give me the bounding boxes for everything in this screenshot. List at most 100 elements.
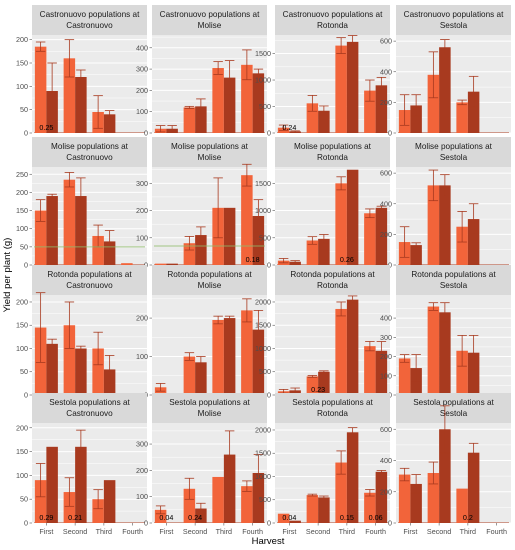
- bar-dark: [467, 352, 480, 395]
- bar-dark: [346, 169, 359, 265]
- significance-label: 0.25: [39, 123, 53, 132]
- y-tick-label: 1500: [255, 449, 271, 458]
- bar-dark: [346, 41, 359, 133]
- y-tick-label: 50: [20, 367, 28, 376]
- x-tick-label: Second: [63, 527, 87, 536]
- bar-light: [427, 185, 440, 265]
- panel-rotonda-0: Rotonda populations at Castronuovo 0 50 100 1…: [16, 265, 147, 400]
- x-tick-label: Third: [460, 527, 476, 536]
- panel-strip: [32, 5, 147, 35]
- panel-title-line: Sestola: [440, 409, 468, 418]
- panel-strip: [152, 393, 267, 423]
- bar-light: [63, 58, 76, 134]
- bar-dark: [223, 318, 236, 395]
- panel-rotonda-2: Rotonda populations at Rotonda 0 500 1000 150…: [255, 265, 390, 400]
- bar-dark: [252, 73, 265, 133]
- panel-strip: [152, 265, 267, 295]
- panel-grid: Castronuovo populations at Castronuovo 0 50…: [16, 5, 511, 536]
- bar-light: [335, 45, 347, 134]
- bar-light: [212, 320, 224, 395]
- bar-light: [241, 486, 253, 523]
- bar-dark: [318, 371, 330, 395]
- panel-strip: [32, 265, 147, 295]
- panel-title-line: Rotonda: [317, 281, 348, 290]
- significance-label: 0.04: [159, 513, 173, 522]
- y-tick-label: 100: [136, 107, 148, 116]
- bar-dark: [46, 446, 58, 523]
- y-tick-label: 0: [144, 519, 148, 528]
- panel-title-line: Molise: [198, 409, 222, 418]
- y-tick-label: 0: [267, 391, 271, 400]
- y-tick-label: 500: [259, 233, 271, 242]
- panel-castronuovo-2: Castronuovo populations at Rotonda 0 500 100…: [255, 5, 390, 138]
- y-tick-label: 50: [20, 495, 28, 504]
- panel-sestola-3: Sestola populations at Sestola 0 200 400 600 0…: [380, 393, 511, 536]
- bar-light: [456, 350, 468, 395]
- bar-dark: [375, 471, 388, 523]
- bar-light: [364, 213, 376, 265]
- x-tick-label: Third: [216, 527, 232, 536]
- panel-title-line: Sestola: [440, 281, 468, 290]
- panel-title-line: Sestola: [440, 21, 468, 30]
- panel-title-line: Molise: [198, 281, 222, 290]
- bar-dark: [467, 452, 480, 523]
- panel-title-line: Sestola populations at: [169, 398, 250, 407]
- bar-light: [306, 376, 319, 395]
- bar-dark: [252, 216, 265, 265]
- y-tick-label: 200: [136, 86, 148, 95]
- bar-dark: [467, 91, 480, 133]
- bar-dark: [439, 429, 451, 523]
- panel-strip: [32, 393, 147, 423]
- bar-light: [92, 348, 104, 395]
- y-tick-label: 100: [16, 344, 28, 353]
- bar-light: [427, 74, 440, 133]
- bar-dark: [75, 77, 87, 133]
- y-tick-label: 400: [380, 456, 392, 465]
- y-tick-label: 100: [16, 82, 28, 91]
- y-tick-label: 0: [24, 261, 28, 270]
- panel-molise-0: Molise populations at Castronuovo 0 50 100 15…: [16, 137, 147, 270]
- bar-light: [212, 68, 224, 133]
- x-tick-label: First: [403, 527, 417, 536]
- y-tick-label: 2000: [255, 297, 271, 306]
- x-tick-label: First: [159, 527, 173, 536]
- y-tick-label: 200: [16, 35, 28, 44]
- panel-sestola-1: Sestola populations at Molise 0 100 200 300 0.…: [136, 393, 267, 536]
- panel-strip: [275, 137, 390, 167]
- bar-dark: [289, 520, 301, 523]
- y-tick-label: 1500: [255, 49, 271, 58]
- bar-light: [427, 306, 440, 395]
- bar-dark: [223, 207, 236, 265]
- bar-light: [306, 103, 319, 133]
- panel-title-line: Rotonda: [317, 409, 348, 418]
- x-axis-title: Harvest: [252, 536, 285, 547]
- y-tick-label: 500: [259, 102, 271, 111]
- significance-label: 0.15: [340, 513, 354, 522]
- bar-light: [398, 474, 411, 523]
- y-tick-label: 1000: [255, 76, 271, 85]
- bar-light: [183, 356, 196, 395]
- panel-castronuovo-0: Castronuovo populations at Castronuovo 0 50…: [16, 5, 147, 138]
- y-tick-label: 600: [380, 425, 392, 434]
- y-tick-label: 200: [136, 466, 148, 475]
- y-tick-label: 100: [380, 371, 392, 380]
- y-tick-label: 0: [267, 129, 271, 138]
- significance-label: 0.04: [282, 513, 296, 522]
- bar-dark: [252, 329, 265, 395]
- panel-title-line: Castronuovo populations at: [160, 10, 260, 19]
- bar-dark: [375, 207, 388, 265]
- y-tick-label: 50: [20, 242, 28, 251]
- bar-dark: [318, 497, 330, 523]
- bar-light: [335, 308, 347, 395]
- bar-dark: [195, 235, 207, 265]
- x-tick-label: First: [39, 527, 53, 536]
- y-tick-label: 300: [136, 179, 148, 188]
- bar-dark: [346, 299, 359, 395]
- bar-light: [335, 183, 347, 265]
- y-tick-label: 200: [136, 314, 148, 323]
- y-tick-label: 400: [380, 314, 392, 323]
- panel-castronuovo-3: Castronuovo populations at Sestola 0 200 400…: [380, 5, 511, 138]
